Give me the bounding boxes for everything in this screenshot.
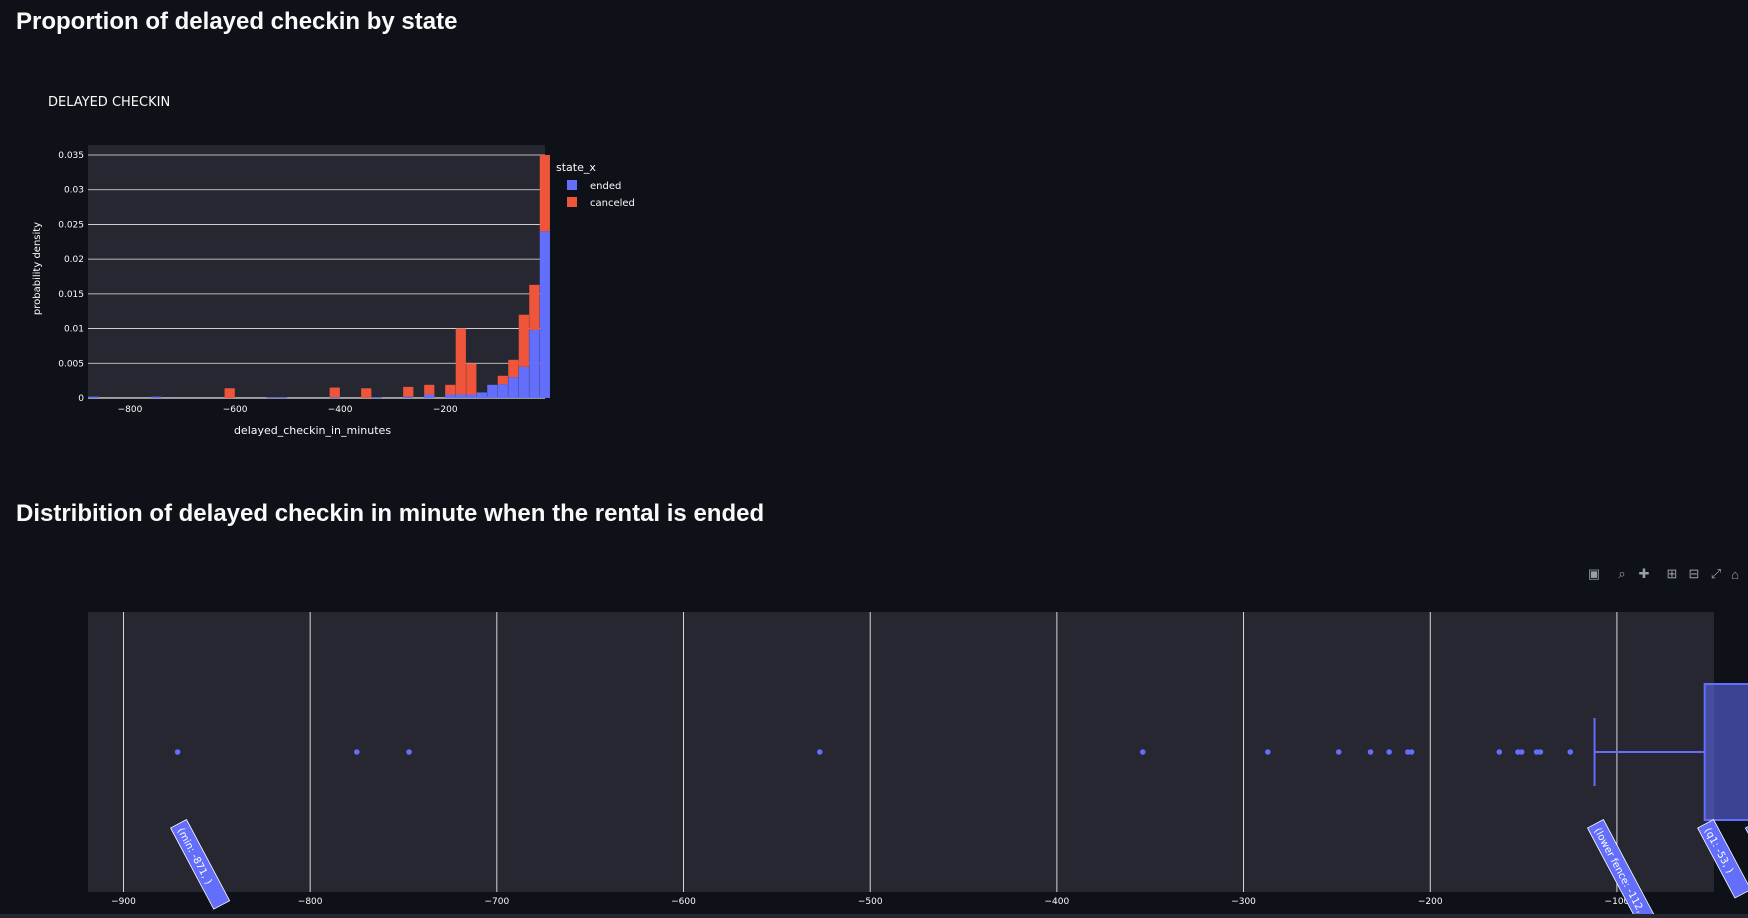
- box-x-tick-label: −900: [111, 897, 136, 907]
- legend-swatch-ended: [567, 180, 577, 190]
- hist-bar-ended: [151, 396, 162, 398]
- hist-bar-ended: [476, 392, 487, 398]
- bottom-edge: [0, 914, 1748, 918]
- hist-bar-canceled: [361, 388, 372, 398]
- hist-y-tick-label: 0.015: [58, 290, 84, 300]
- hist-x-axis-label: delayed_checkin_in_minutes: [234, 424, 391, 437]
- outlier-point: [1408, 749, 1415, 755]
- box-x-tick-label: −800: [298, 897, 323, 907]
- hist-bar-ended: [508, 377, 519, 398]
- hover-label-lower-fence-box: [1586, 818, 1665, 914]
- zoom-in-icon[interactable]: ⊞: [1666, 566, 1678, 581]
- outlier-point: [1386, 749, 1392, 755]
- box-x-tick-label: −400: [1045, 897, 1070, 907]
- hist-bar-canceled: [424, 384, 435, 395]
- hist-bar-canceled: [466, 363, 477, 395]
- box-x-tick-label: −700: [484, 897, 509, 907]
- outlier-point: [406, 749, 412, 755]
- hist-bar-canceled: [529, 284, 540, 330]
- box-x-tick-label: −500: [858, 897, 883, 907]
- hist-bar-canceled: [497, 375, 508, 385]
- legend-swatch-canceled: [567, 197, 577, 207]
- hist-bar-ended: [371, 397, 382, 399]
- hist-title: DELAYED CHECKIN: [48, 95, 170, 110]
- hist-bar-ended: [403, 396, 414, 398]
- hist-bar-ended: [88, 396, 99, 398]
- hist-bar-ended: [266, 397, 277, 399]
- hist-bar-ended: [329, 397, 340, 399]
- outlier-point: [1335, 749, 1342, 755]
- page-title: Proportion of delayed checkin by state: [16, 8, 458, 35]
- box-x-tick-label: −200: [1418, 897, 1443, 907]
- hover-label-q1-box: [1697, 818, 1748, 899]
- hist-y-tick-label: 0.03: [64, 186, 84, 196]
- hist-y-tick-label: 0: [78, 394, 84, 404]
- outlier-point: [1265, 749, 1271, 755]
- hist-y-tick-label: 0.01: [64, 325, 84, 335]
- hist-bar-ended: [455, 394, 466, 398]
- hist-bar-ended: [529, 329, 540, 398]
- hist-bar-canceled: [518, 314, 529, 367]
- hist-bar-ended: [539, 231, 550, 398]
- pan-icon[interactable]: ✚: [1638, 566, 1650, 581]
- hist-bar-ended: [518, 366, 529, 398]
- hist-x-tick-label: −200: [433, 405, 458, 415]
- outlier-point: [1367, 749, 1374, 755]
- hist-y-tick-label: 0.02: [64, 255, 84, 265]
- hist-plot-area: [88, 145, 545, 398]
- box-iqr: [1703, 683, 1748, 821]
- outlier-point: [1567, 749, 1574, 755]
- histogram-chart[interactable]: DELAYED CHECKIN 0 0.005 0.01 0.015 0.02 0.025 0…: [0, 60, 700, 460]
- hist-bar-canceled: [539, 155, 550, 232]
- legend-label-canceled: canceled: [590, 198, 635, 209]
- hist-y-tick-label: 0.025: [58, 220, 84, 230]
- hover-label-min-box: [170, 818, 231, 910]
- hist-bar-ended: [445, 394, 456, 398]
- box-plot-area: [88, 612, 1714, 892]
- outlier-point: [1139, 749, 1146, 755]
- hist-bar-canceled: [455, 328, 466, 395]
- legend-title: state_x: [556, 161, 596, 174]
- legend-label-ended: ended: [590, 181, 621, 192]
- hist-y-tick-label: 0.035: [58, 151, 84, 161]
- camera-icon[interactable]: ▣: [1587, 566, 1601, 581]
- box-x-tick-label: −300: [1231, 897, 1256, 907]
- hist-bar-canceled: [508, 359, 519, 378]
- zoom-icon[interactable]: ⌕: [1618, 566, 1626, 581]
- hist-bar-canceled: [329, 387, 340, 398]
- box-x-tick-label: −100: [1605, 897, 1630, 907]
- hist-x-tick-label: −800: [118, 405, 143, 415]
- outlier-point: [1537, 749, 1544, 755]
- hist-bar-ended: [487, 384, 498, 398]
- box-x-tick-label: −600: [671, 897, 696, 907]
- hist-bar-ended: [497, 384, 508, 398]
- hist-bar-ended: [466, 394, 477, 398]
- hist-bar-canceled: [403, 386, 414, 397]
- outlier-point: [1518, 749, 1525, 755]
- section-title: Distribition of delayed checkin in minut…: [16, 500, 765, 527]
- outlier-point: [1496, 749, 1503, 755]
- home-icon[interactable]: ⌂: [1731, 566, 1739, 582]
- hist-bar-ended: [277, 397, 288, 399]
- hist-bar-canceled: [445, 384, 456, 395]
- outlier-point: [174, 749, 181, 755]
- hist-bar-canceled: [224, 388, 235, 398]
- hist-y-tick-label: 0.005: [58, 359, 84, 369]
- outlier-point: [354, 749, 360, 755]
- box-plot-chart[interactable]: −900 −800 −700 −600 −500 −400 −300 −200 −100(min…: [0, 600, 1748, 914]
- autoscale-icon[interactable]: ⤢: [1710, 566, 1722, 581]
- zoom-out-icon[interactable]: ⊟: [1688, 566, 1700, 581]
- hist-x-tick-label: −400: [328, 405, 353, 415]
- hist-x-tick-label: −600: [223, 405, 248, 415]
- outlier-point: [816, 749, 823, 755]
- hist-bar-ended: [424, 394, 435, 398]
- hist-y-axis-label: probability density: [32, 222, 43, 315]
